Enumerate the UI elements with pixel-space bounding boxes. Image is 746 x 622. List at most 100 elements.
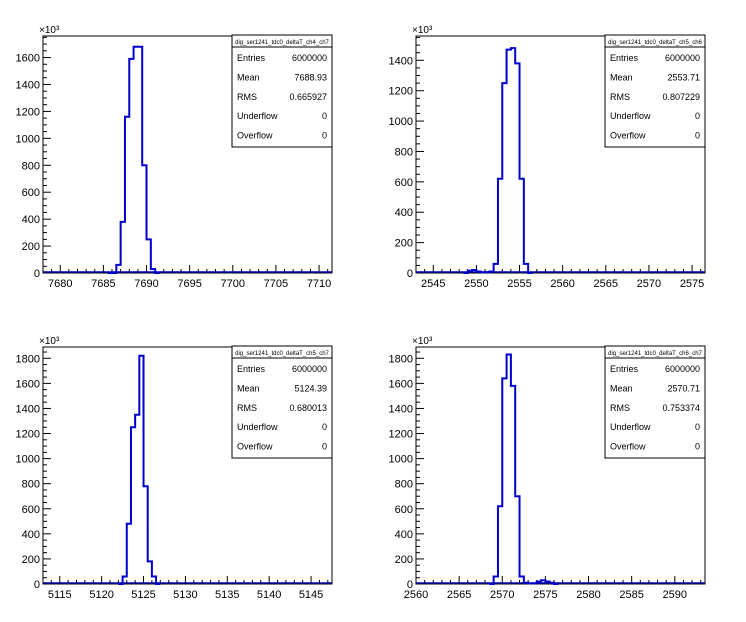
stat-value: 0 (322, 422, 327, 432)
y-tick-label: 400 (22, 529, 40, 541)
y-tick-label: 1200 (16, 106, 40, 118)
y-tick-label: 1000 (16, 133, 40, 145)
stat-value: 0 (695, 111, 700, 121)
x-tick-label: 5140 (257, 589, 281, 601)
stat-value: 0.680013 (289, 403, 327, 413)
stat-label: Mean (237, 383, 260, 393)
histogram-bar (511, 48, 515, 273)
y-tick-label: 800 (395, 479, 413, 491)
histogram-panel-1: 7680 7685 7690 7695 7700 7705 7710 0 200 400 600 80… (16, 25, 333, 290)
y-tick-label: 1000 (16, 454, 40, 466)
y-tick-label: 200 (395, 238, 413, 250)
stat-value: 6000000 (292, 53, 327, 63)
x-tick-label: 7680 (48, 278, 72, 290)
x-tick-label: 2565 (594, 278, 618, 290)
x-tick-label: 2560 (404, 589, 428, 601)
stats-box (604, 34, 706, 148)
y-tick-label: 0 (407, 579, 413, 591)
stat-value: 0.807229 (662, 92, 700, 102)
histogram-bar (134, 47, 138, 273)
x-tick-label: 7710 (307, 278, 331, 290)
y-tick-label: 200 (22, 554, 40, 566)
stat-label: Mean (610, 383, 633, 393)
y-exponent-label: ×10³ (412, 25, 433, 36)
histogram-series-line (107, 45, 160, 274)
y-tick-label: 400 (395, 207, 413, 219)
y-tick-label: 200 (395, 554, 413, 566)
stat-label: RMS (610, 403, 630, 413)
x-tick-label: 2575 (533, 589, 557, 601)
x-tick-label: 2585 (619, 589, 643, 601)
x-tick-label: 7690 (134, 278, 158, 290)
histogram-bar (135, 415, 139, 584)
stat-value: 0 (322, 111, 327, 121)
stat-label: RMS (237, 92, 257, 102)
x-tick-label: 5125 (131, 589, 155, 601)
x-tick-label: 7705 (264, 278, 288, 290)
stat-value: 0 (695, 131, 700, 141)
stat-value: 0.753374 (662, 403, 700, 413)
x-tick-label: 5115 (48, 589, 72, 601)
stat-label: Overflow (237, 131, 273, 141)
histogram-panel-4: 2560 2565 2570 2575 2580 2585 2590 0 200 400 600 80… (389, 336, 706, 601)
stat-label: Mean (610, 72, 633, 82)
stat-value: 2553.71 (667, 72, 700, 82)
x-tick-label: 2565 (447, 589, 471, 601)
x-tick-label: 5145 (299, 589, 323, 601)
y-tick-label: 800 (395, 146, 413, 158)
y-tick-label: 1600 (16, 53, 40, 65)
y-tick-label: 1400 (389, 403, 413, 415)
x-tick-label: 2570 (490, 589, 514, 601)
stat-label: Underflow (610, 111, 651, 121)
stat-label: Overflow (610, 131, 646, 141)
y-tick-label: 400 (22, 214, 40, 226)
x-tick-label: 7685 (91, 278, 115, 290)
plot-frame (42, 346, 333, 585)
stat-value: 0 (322, 442, 327, 452)
y-tick-label: 1400 (389, 55, 413, 67)
stat-value: 6000000 (665, 364, 700, 374)
x-tick-label: 7700 (221, 278, 245, 290)
stat-label: Overflow (610, 442, 646, 452)
y-tick-label: 1600 (16, 378, 40, 390)
stats-box (604, 345, 706, 459)
y-tick-label: 800 (22, 160, 40, 172)
y-tick-label: 0 (407, 268, 413, 280)
stat-value: 0 (695, 422, 700, 432)
stats-box (231, 34, 333, 148)
y-tick-label: 600 (395, 504, 413, 516)
y-exponent-label: ×10³ (412, 336, 433, 347)
y-tick-label: 1000 (389, 116, 413, 128)
stat-label: Entries (237, 364, 266, 374)
x-tick-label: 2580 (576, 589, 600, 601)
y-tick-label: 800 (22, 479, 40, 491)
histogram-title: dig_ser1241_tdc0_deltaT_ch5_ch7 (235, 351, 329, 357)
stat-label: Entries (610, 364, 639, 374)
stat-value: 0.665927 (289, 92, 327, 102)
histogram-series-line (489, 353, 559, 585)
y-tick-label: 0 (34, 579, 40, 591)
x-tick-label: 2555 (507, 278, 531, 290)
y-tick-label: 1400 (16, 403, 40, 415)
stat-label: Underflow (237, 422, 278, 432)
histogram-title: dig_ser1241_tdc0_deltaT_ch6_ch7 (608, 351, 702, 357)
plot-frame (415, 346, 706, 585)
y-tick-label: 1200 (389, 86, 413, 98)
histogram-title: dig_ser1241_tdc0_deltaT_ch5_ch6 (608, 40, 702, 46)
stat-label: Mean (237, 72, 260, 82)
y-tick-label: 0 (34, 268, 40, 280)
y-tick-label: 600 (22, 187, 40, 199)
stat-value: 0 (322, 131, 327, 141)
histogram-series-line (463, 47, 533, 274)
plot-frame (42, 35, 333, 274)
stat-value: 6000000 (292, 364, 327, 374)
y-tick-label: 1000 (389, 454, 413, 466)
y-tick-label: 1600 (389, 378, 413, 390)
histogram-title: dig_ser1241_tdc0_deltaT_ch4_ch7 (235, 40, 329, 46)
y-tick-label: 1400 (16, 79, 40, 91)
x-tick-label: 5135 (215, 589, 239, 601)
y-tick-label: 1200 (389, 429, 413, 441)
stat-label: Underflow (610, 422, 651, 432)
